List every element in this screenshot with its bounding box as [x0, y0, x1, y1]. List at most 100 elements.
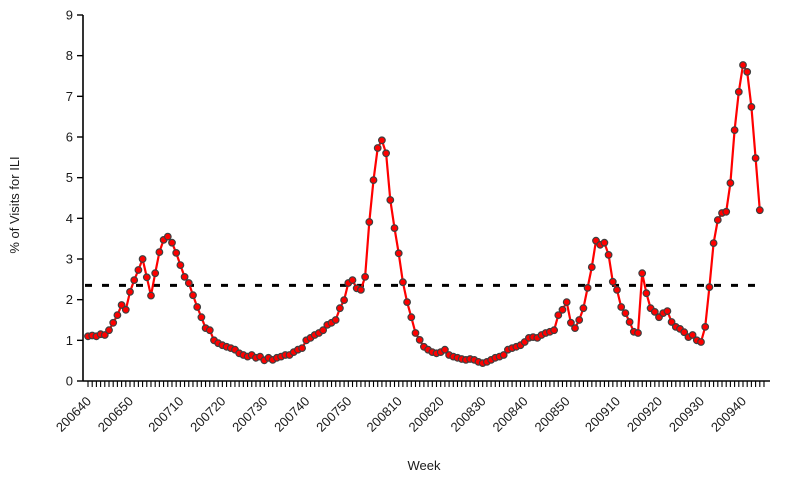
- data-point-marker: [142, 273, 151, 282]
- data-point-marker: [168, 238, 176, 247]
- y-tick-label: 6: [66, 129, 73, 144]
- x-tick-label: 200840: [489, 394, 530, 435]
- data-point-marker: [176, 261, 185, 270]
- data-point-marker: [499, 351, 508, 359]
- y-tick-label: 8: [66, 48, 73, 63]
- data-point-marker: [667, 318, 676, 326]
- data-point-marker: [386, 196, 395, 204]
- y-axis-title: % of Visits for ILI: [7, 156, 22, 253]
- data-point-marker: [113, 311, 122, 320]
- data-point-marker: [382, 149, 391, 158]
- data-point-marker: [575, 316, 584, 324]
- data-point-marker: [184, 279, 193, 287]
- data-point-marker: [407, 313, 416, 322]
- data-point-marker: [193, 303, 202, 311]
- x-tick-label: 200850: [531, 394, 572, 435]
- data-point-marker: [365, 218, 374, 226]
- data-point-marker: [730, 126, 739, 135]
- data-point-marker: [739, 61, 747, 69]
- data-point-marker: [361, 273, 370, 281]
- data-point-marker: [163, 232, 172, 241]
- data-point-marker: [608, 277, 617, 286]
- data-point-marker: [126, 288, 134, 296]
- y-tick-label: 4: [66, 211, 73, 226]
- data-point-marker: [638, 269, 647, 278]
- data-point-marker: [747, 102, 756, 111]
- data-point-marker: [138, 255, 147, 263]
- data-point-marker: [697, 338, 705, 346]
- y-tick-label: 7: [66, 89, 73, 104]
- data-point-marker: [373, 144, 382, 152]
- data-point-marker: [722, 207, 731, 216]
- data-point-marker: [642, 289, 651, 298]
- data-point-marker: [340, 296, 349, 305]
- data-point-marker: [726, 179, 735, 187]
- y-tick-label: 3: [66, 251, 73, 266]
- x-tick-label: 200710: [145, 394, 186, 435]
- data-point-marker: [298, 344, 307, 353]
- data-point-marker: [100, 331, 109, 339]
- data-point-marker: [709, 239, 718, 248]
- data-point-marker: [117, 301, 126, 309]
- x-axis-title: Week: [408, 458, 441, 473]
- data-point-marker: [634, 329, 642, 337]
- data-point-marker: [571, 324, 579, 333]
- data-point-marker: [369, 176, 378, 185]
- data-point-marker: [394, 249, 403, 258]
- x-tick-label: 200650: [95, 394, 136, 435]
- data-point-marker: [617, 303, 626, 311]
- x-tick-label: 200640: [53, 394, 94, 435]
- y-tick-label: 1: [66, 333, 73, 348]
- data-point-marker: [441, 345, 449, 354]
- data-point-marker: [680, 328, 689, 337]
- y-tick-label: 5: [66, 170, 73, 185]
- x-tick-label: 200920: [624, 394, 665, 435]
- data-point-marker: [554, 311, 563, 320]
- data-point-marker: [378, 136, 386, 145]
- data-point-marker: [650, 308, 659, 316]
- data-point-marker: [348, 276, 357, 285]
- data-point-marker: [130, 276, 139, 285]
- y-tick-label: 2: [66, 292, 73, 307]
- y-tick-label: 0: [66, 374, 73, 389]
- data-point-marker: [147, 291, 155, 300]
- x-tick-label: 200720: [187, 394, 228, 435]
- data-point-marker: [403, 298, 412, 307]
- data-point-marker: [550, 326, 558, 335]
- x-tick-label: 200940: [708, 394, 749, 435]
- data-point-marker: [399, 278, 407, 287]
- data-point-marker: [734, 87, 743, 96]
- x-tick-label: 200930: [666, 394, 707, 435]
- data-point-marker: [701, 323, 710, 331]
- data-point-marker: [604, 250, 613, 259]
- data-point-marker: [205, 326, 214, 335]
- data-point-marker: [613, 286, 621, 294]
- data-point-marker: [713, 216, 722, 224]
- data-point-marker: [155, 248, 164, 257]
- data-point-marker: [411, 329, 420, 337]
- data-point-marker: [579, 304, 588, 313]
- data-point-marker: [180, 273, 189, 281]
- data-point-marker: [562, 298, 571, 307]
- data-point-marker: [357, 286, 365, 294]
- data-point-marker: [390, 224, 399, 233]
- axes: [82, 14, 770, 382]
- data-point-marker: [172, 248, 181, 257]
- data-point-marker: [151, 269, 160, 278]
- data-point-marker: [600, 238, 609, 247]
- data-point-marker: [331, 316, 340, 324]
- data-point-marker: [197, 313, 206, 322]
- data-point-marker: [134, 266, 143, 274]
- data-point-marker: [688, 331, 697, 339]
- data-point-marker: [743, 67, 752, 76]
- y-tick-label: 9: [66, 7, 73, 22]
- data-point-marker: [558, 305, 567, 314]
- data-point-marker: [105, 326, 113, 335]
- x-tick-label: 200830: [448, 394, 489, 435]
- data-point-marker: [663, 307, 672, 316]
- data-point-marker: [319, 326, 328, 335]
- data-point-marker: [567, 318, 575, 327]
- data-point-marker: [755, 206, 764, 215]
- x-tick-label: 200730: [229, 394, 270, 435]
